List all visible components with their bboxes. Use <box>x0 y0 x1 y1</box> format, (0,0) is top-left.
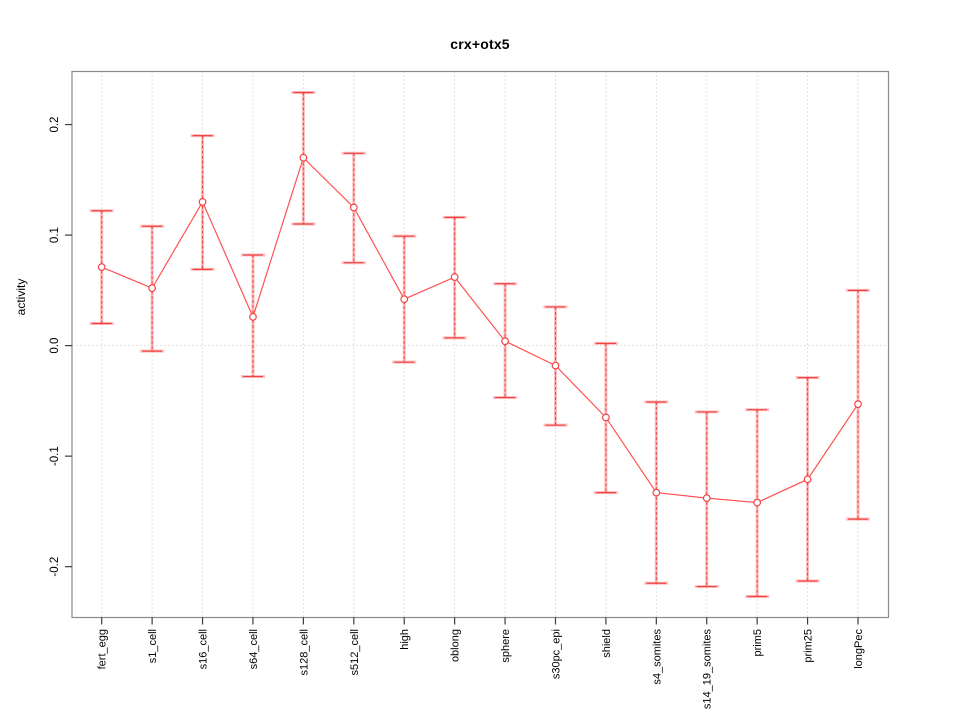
x-tick-label: prim5 <box>752 629 764 657</box>
x-tick-label: s64_cell <box>248 629 260 669</box>
x-tick-label: s128_cell <box>298 629 310 675</box>
data-point <box>602 413 610 422</box>
chart-title: crx+otx5 <box>450 36 510 52</box>
data-point <box>551 361 560 370</box>
x-tick-label: s16_cell <box>198 629 210 669</box>
data-point <box>450 273 459 281</box>
data-point <box>753 498 762 507</box>
y-tick-label: 0.1 <box>49 227 61 243</box>
series-line <box>101 156 859 504</box>
data-point <box>400 295 409 304</box>
data-point <box>97 263 106 272</box>
x-tick-label: s30pc_epi <box>550 629 562 679</box>
data-point <box>854 400 862 409</box>
x-tick-label: sphere <box>500 629 512 663</box>
x-tick-label: high <box>399 629 411 650</box>
y-tick-label: 0.0 <box>49 338 61 354</box>
y-tick-label: -0.2 <box>49 557 61 577</box>
x-tick-label: s512_cell <box>349 629 361 675</box>
x-tick-label: s14_19_somites <box>702 629 714 710</box>
data-point <box>702 494 711 503</box>
data-point <box>249 312 257 321</box>
data-point <box>198 198 207 206</box>
x-tick-label: prim25 <box>803 629 815 663</box>
x-tick-label: s1_cell <box>147 629 159 663</box>
data-point <box>349 203 358 212</box>
x-tick-label: fert_egg <box>97 629 109 669</box>
y-tick-label: -0.1 <box>49 446 61 466</box>
y-tick-label: 0.2 <box>49 117 61 133</box>
x-tick-label: oblong <box>450 629 462 662</box>
data-point <box>803 475 812 484</box>
x-tick-label: shield <box>601 629 613 658</box>
data-point <box>148 284 157 293</box>
plot-border <box>71 70 890 619</box>
data-point <box>501 337 509 346</box>
x-tick-label: s4_somites <box>651 629 663 685</box>
data-point <box>299 153 308 162</box>
x-tick-label: longPec <box>853 629 865 669</box>
data-point <box>652 488 661 497</box>
